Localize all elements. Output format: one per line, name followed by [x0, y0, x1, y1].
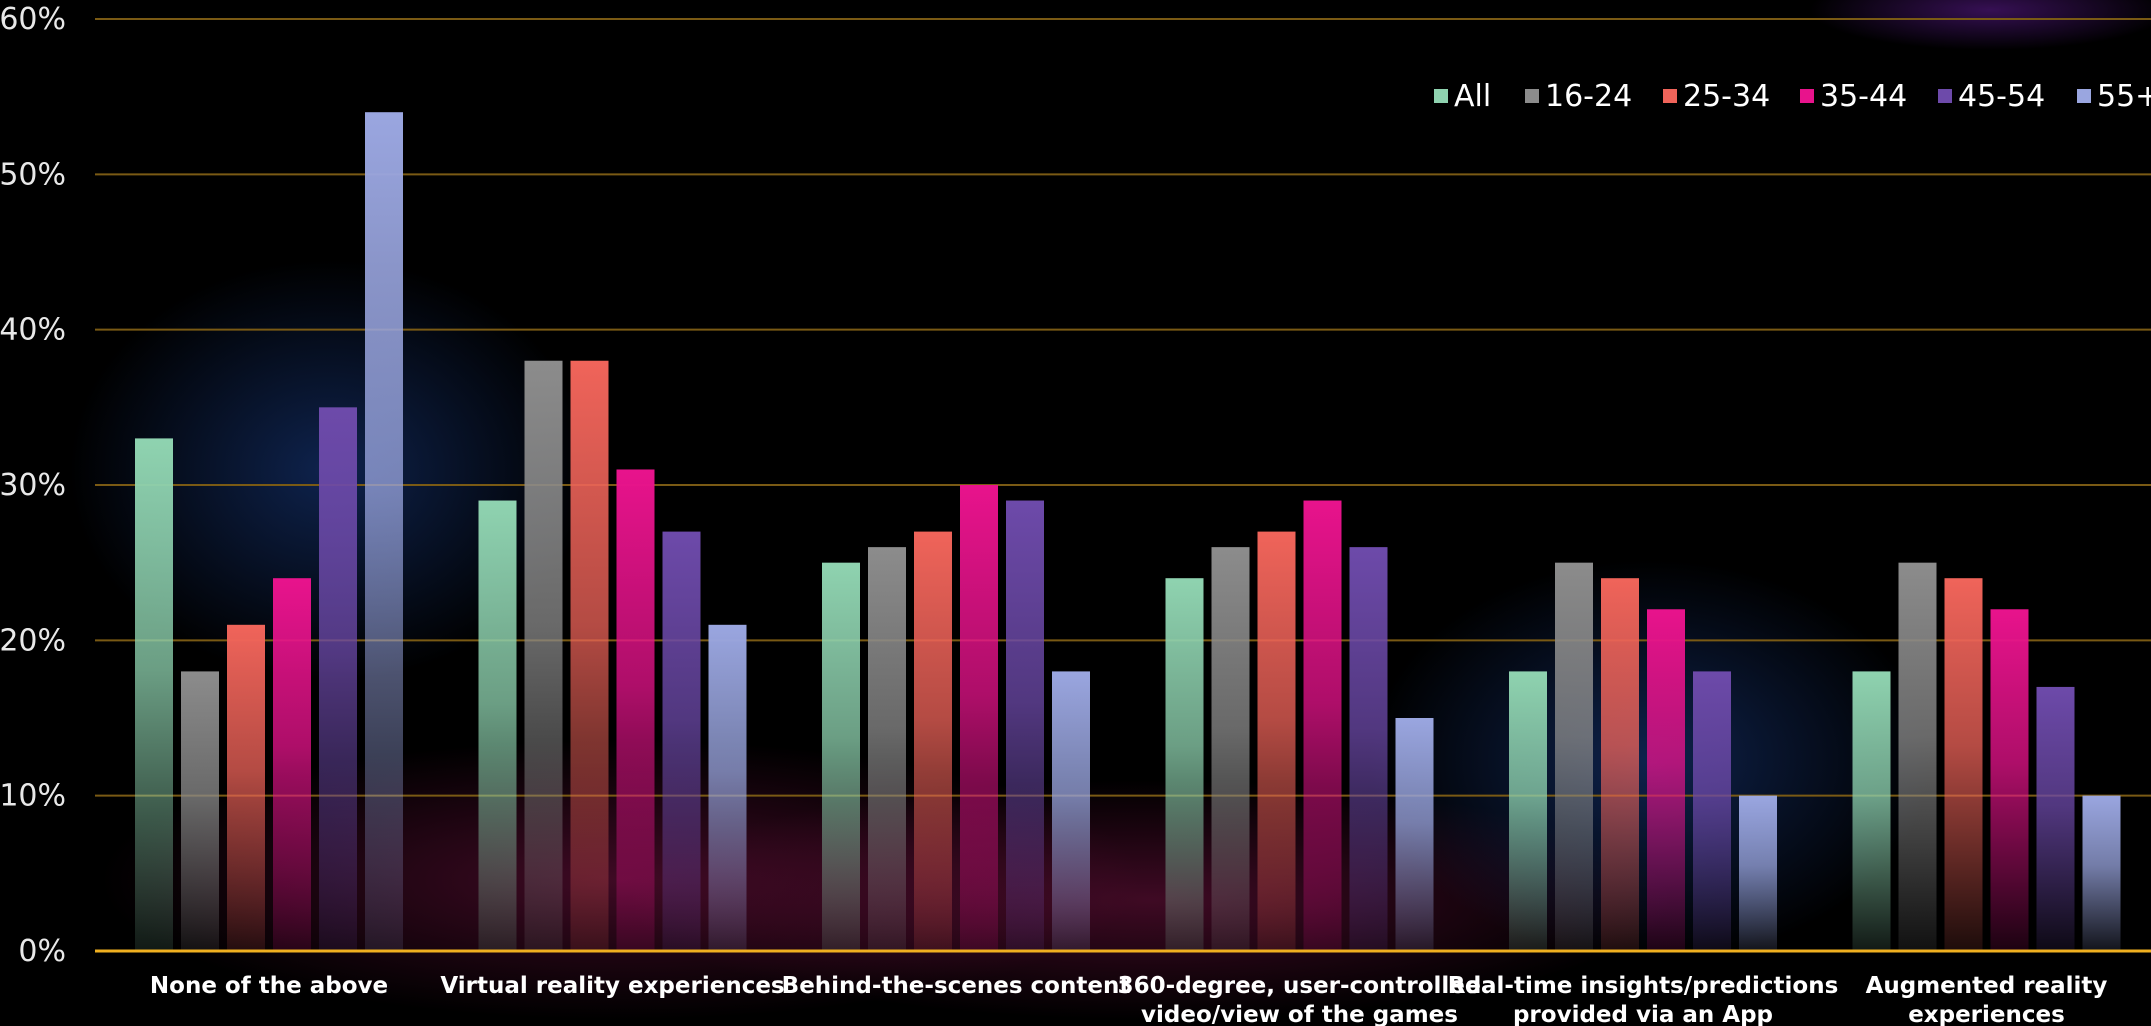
- bar: [365, 112, 403, 951]
- bar: [1601, 578, 1639, 951]
- bar: [1165, 578, 1204, 951]
- legend-label: 55+: [2097, 79, 2151, 114]
- bar: [319, 407, 357, 951]
- bar: [1944, 578, 1983, 951]
- legend-label: 25-34: [1683, 79, 1770, 114]
- gridlines: [95, 18, 2151, 797]
- bar: [1739, 795, 1777, 951]
- bar: [868, 547, 906, 951]
- bar: [2082, 795, 2121, 951]
- x-tick-label: 360-degree, user-controlled video/view of…: [1118, 973, 1482, 1026]
- bar: [914, 531, 952, 951]
- bar: [822, 562, 860, 951]
- legend-label: 35-44: [1820, 79, 1907, 114]
- legend-label: All: [1454, 79, 1491, 114]
- bar: [1211, 547, 1250, 951]
- legend-swatch: [1525, 89, 1539, 103]
- bar: [1555, 562, 1593, 951]
- bar: [1303, 500, 1342, 951]
- y-tick-label: 0%: [18, 934, 66, 969]
- x-tick-label: Augmented reality experiences: [1866, 973, 2108, 1026]
- x-tick-label: None of the above: [150, 973, 388, 999]
- bar: [227, 624, 265, 951]
- x-tick-label: Real-time insights/predictions provided v…: [1448, 973, 1839, 1026]
- bar: [1693, 671, 1731, 951]
- bar: [1006, 500, 1044, 951]
- y-tick-label: 50%: [0, 157, 66, 192]
- legend: All 16-24 25-34 35-44 45-54 55+: [1434, 79, 2151, 114]
- bar: [1898, 562, 1937, 951]
- bar: [524, 360, 563, 951]
- bar: [1852, 671, 1891, 951]
- legend-label: 16-24: [1545, 79, 1632, 114]
- legend-label: 45-54: [1958, 79, 2045, 114]
- bar: [1990, 609, 2029, 951]
- legend-swatch: [2077, 89, 2091, 103]
- y-axis: 0% 10% 20% 30% 40% 50% 60%: [0, 2, 66, 969]
- bar: [1509, 671, 1547, 951]
- bars-layer: [95, 112, 2151, 953]
- bar: [1395, 718, 1434, 951]
- bar: [181, 671, 219, 951]
- y-tick-label: 10%: [0, 779, 66, 814]
- bar: [1052, 671, 1090, 951]
- y-tick-label: 40%: [0, 313, 66, 348]
- y-tick-label: 20%: [0, 623, 66, 658]
- bar: [2036, 686, 2075, 951]
- legend-swatch: [1938, 89, 1952, 103]
- x-tick-label: Behind-the-scenes content: [782, 973, 1131, 999]
- bar: [960, 485, 998, 951]
- bar: [478, 500, 517, 951]
- y-tick-label: 30%: [0, 468, 66, 503]
- bar: [570, 360, 609, 951]
- bar: [616, 469, 655, 951]
- y-tick-label: 60%: [0, 2, 66, 37]
- bar: [1349, 547, 1388, 951]
- bar: [1257, 531, 1296, 951]
- bar: [273, 578, 311, 951]
- bar: [135, 438, 173, 951]
- legend-swatch: [1434, 89, 1448, 103]
- legend-swatch: [1663, 89, 1677, 103]
- x-tick-label: Virtual reality experiences: [440, 973, 784, 999]
- legend-swatch: [1800, 89, 1814, 103]
- bar: [1647, 609, 1685, 951]
- x-axis: None of the above Virtual reality experie…: [150, 973, 2108, 1026]
- bar: [708, 624, 747, 951]
- bar: [662, 531, 701, 951]
